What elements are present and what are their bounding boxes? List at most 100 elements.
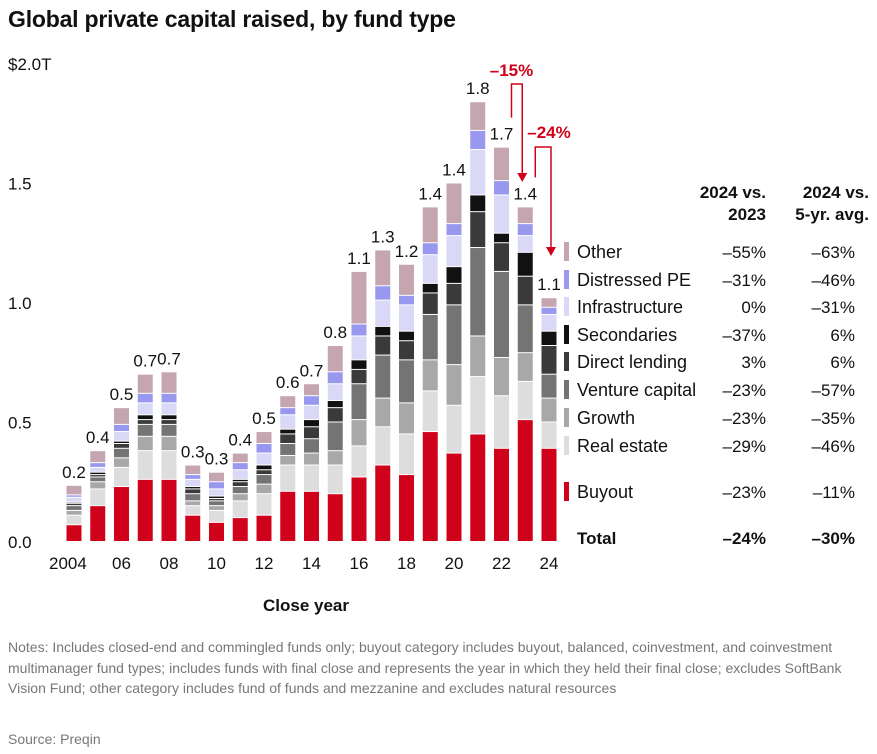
bar-segment-distressed-pe-2009 xyxy=(185,475,201,479)
bar-segment-direct-lending-2013 xyxy=(280,434,296,444)
bar-segment-real-estate-2014 xyxy=(304,465,319,491)
bar-segment-buyout-2011 xyxy=(232,518,248,541)
bar-segment-distressed-pe-2019 xyxy=(422,243,438,255)
bar-segment-distressed-pe-2012 xyxy=(256,444,272,453)
bar-segment-distressed-pe-2014 xyxy=(304,396,319,405)
bar-segment-infrastructure-2009 xyxy=(185,479,201,487)
legend-swatch xyxy=(564,242,569,261)
bar-segment-secondaries-2005 xyxy=(90,472,106,475)
bar-segment-infrastructure-2013 xyxy=(280,415,296,429)
bar-segment-buyout-2013 xyxy=(280,491,296,541)
bar-total-label: 0.6 xyxy=(276,373,300,392)
table-value-vs-5yr-avg: 6% xyxy=(830,326,855,345)
bar-segment-infrastructure-2012 xyxy=(256,453,272,465)
bar-segment-real-estate-2018 xyxy=(399,434,414,475)
bar-segment-buyout-2012 xyxy=(256,515,272,541)
bar-segment-distressed-pe-2004 xyxy=(66,495,82,497)
bar-segment-infrastructure-2008 xyxy=(161,403,177,415)
table-col1-header-line1: 2024 vs. xyxy=(700,183,766,202)
bar-segment-infrastructure-2010 xyxy=(209,489,224,496)
bar-segment-infrastructure-2017 xyxy=(375,300,391,326)
bar-segment-growth-2019 xyxy=(422,360,438,391)
bar-segment-venture-capital-2013 xyxy=(280,444,296,455)
bar-segment-distressed-pe-2016 xyxy=(351,324,367,336)
x-tick-label: 08 xyxy=(160,554,179,573)
bar-segment-growth-2008 xyxy=(161,436,177,451)
bar-segment-venture-capital-2018 xyxy=(399,360,414,403)
bar-segment-infrastructure-2022 xyxy=(494,195,509,233)
table-total-vs-2023: –24% xyxy=(723,529,766,548)
bar-segment-infrastructure-2016 xyxy=(351,336,367,360)
bar-segment-secondaries-2021 xyxy=(470,195,486,212)
bar-segment-direct-lending-2012 xyxy=(256,470,272,475)
bar-segment-direct-lending-2014 xyxy=(304,427,319,439)
bar-segment-other-2021 xyxy=(470,102,486,130)
annotation-bracket xyxy=(534,146,552,248)
bar-segment-real-estate-2019 xyxy=(422,391,438,432)
bar-segment-real-estate-2006 xyxy=(114,467,129,487)
bar-segment-real-estate-2008 xyxy=(161,451,177,479)
bar-segment-direct-lending-2005 xyxy=(90,475,106,477)
bar-segment-real-estate-2021 xyxy=(470,377,486,434)
bar-segment-real-estate-2012 xyxy=(256,494,272,515)
table-col2-header-line2: 5-yr. avg. xyxy=(795,205,869,224)
bar-segment-venture-capital-2008 xyxy=(161,424,177,436)
bar-segment-other-2023 xyxy=(517,207,533,224)
legend-swatch xyxy=(564,352,569,371)
y-tick-label: $2.0T xyxy=(8,55,51,74)
x-tick-label: 16 xyxy=(350,554,369,573)
bar-segment-buyout-2005 xyxy=(90,506,106,541)
bar-segment-real-estate-2013 xyxy=(280,465,296,491)
bar-segment-real-estate-2024 xyxy=(541,422,557,448)
bar-segment-real-estate-2020 xyxy=(446,405,462,453)
bar-segment-distressed-pe-2021 xyxy=(470,130,486,150)
bar-segment-secondaries-2018 xyxy=(399,331,414,341)
bar-segment-secondaries-2017 xyxy=(375,326,391,336)
bar-segment-growth-2024 xyxy=(541,398,557,422)
annotation-label: –15% xyxy=(490,61,533,80)
bar-segment-secondaries-2012 xyxy=(256,465,272,470)
bar-segment-venture-capital-2011 xyxy=(232,487,248,494)
bar-segment-buyout-2022 xyxy=(494,448,509,541)
legend-swatch xyxy=(564,436,569,455)
bar-segment-infrastructure-2021 xyxy=(470,150,486,195)
table-total-vs-5yr-avg: –30% xyxy=(812,529,855,548)
bar-segment-distressed-pe-2015 xyxy=(327,372,343,384)
x-tick-label: 10 xyxy=(207,554,226,573)
bar-segment-buyout-2018 xyxy=(399,475,414,541)
bar-segment-secondaries-2007 xyxy=(137,415,153,420)
bar-segment-direct-lending-2007 xyxy=(137,420,153,424)
annotation-arrowhead xyxy=(546,247,556,256)
bar-segment-direct-lending-2015 xyxy=(327,408,343,422)
bar-segment-buyout-2024 xyxy=(541,448,557,541)
bar-segment-other-2015 xyxy=(327,346,343,372)
bar-segment-buyout-2014 xyxy=(304,491,319,541)
bar-segment-other-2014 xyxy=(304,384,319,396)
bar-segment-growth-2023 xyxy=(517,353,533,381)
bar-total-label: 0.8 xyxy=(323,323,347,342)
annotation-bracket xyxy=(510,83,523,174)
legend-label: Buyout xyxy=(577,482,633,502)
bar-segment-direct-lending-2008 xyxy=(161,420,177,424)
table-value-vs-5yr-avg: 6% xyxy=(830,353,855,372)
bar-segment-other-2020 xyxy=(446,183,462,224)
bar-segment-direct-lending-2009 xyxy=(185,489,201,494)
bar-segment-direct-lending-2020 xyxy=(446,283,462,305)
bar-segment-other-2013 xyxy=(280,396,296,408)
bar-segment-infrastructure-2023 xyxy=(517,236,533,252)
table-col1-header-line2: 2023 xyxy=(728,205,766,224)
bar-segment-buyout-2019 xyxy=(422,432,438,541)
legend-swatch xyxy=(564,380,569,399)
bar-segment-direct-lending-2019 xyxy=(422,293,438,314)
bar-segment-secondaries-2016 xyxy=(351,360,367,369)
bar-segment-buyout-2009 xyxy=(185,515,201,541)
bar-total-label: 1.4 xyxy=(442,161,466,180)
bar-segment-venture-capital-2012 xyxy=(256,475,272,484)
table-value-vs-2023: –37% xyxy=(723,326,766,345)
bar-total-label: 0.7 xyxy=(300,361,324,380)
bar-segment-venture-capital-2010 xyxy=(209,501,224,506)
annotation-label: –24% xyxy=(527,123,570,142)
table-value-vs-5yr-avg: –46% xyxy=(812,437,855,456)
bar-segment-secondaries-2014 xyxy=(304,420,319,427)
bar-segment-growth-2018 xyxy=(399,403,414,434)
